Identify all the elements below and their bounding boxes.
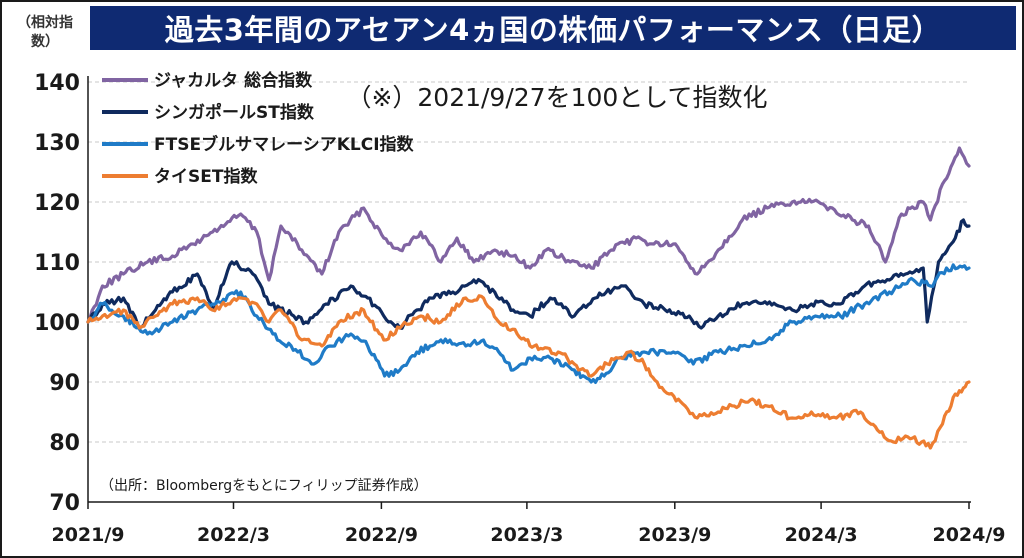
legend-label-thailand-set: タイSET指数 bbox=[154, 166, 258, 187]
x-tick-label: 2022/3 bbox=[197, 524, 270, 546]
legend-label-ftse-klci: FTSEブルサマレーシアKLCI指数 bbox=[154, 134, 415, 155]
y-axis-unit-text: （相対指数） bbox=[17, 15, 73, 50]
y-tick-label: 100 bbox=[34, 311, 80, 336]
y-axis-ticks: 70 80 90 100 110 120 130 140 bbox=[34, 71, 80, 516]
x-tick-label: 2023/9 bbox=[638, 524, 711, 546]
y-tick-label: 80 bbox=[49, 431, 80, 456]
series-line-ftse-klci bbox=[86, 263, 971, 384]
x-tick-label: 2023/3 bbox=[490, 524, 563, 546]
y-tick-label: 140 bbox=[34, 71, 80, 96]
x-tick-label: 2024/9 bbox=[932, 524, 1005, 546]
x-tick-label: 2021/9 bbox=[51, 524, 124, 546]
x-tick-label: 2024/3 bbox=[785, 524, 858, 546]
y-tick-label: 120 bbox=[34, 191, 80, 216]
source-note: （出所：Bloombergをもとにフィリップ証券作成） bbox=[100, 478, 428, 494]
legend-label-jakarta-composite: ジャカルタ 総合指数 bbox=[154, 70, 313, 91]
y-tick-label: 70 bbox=[49, 491, 80, 516]
y-tick-label: 90 bbox=[49, 371, 80, 396]
legend-label-singapore-sti: シンガポールST指数 bbox=[154, 102, 315, 123]
y-tick-label: 110 bbox=[34, 251, 80, 276]
x-tick-label: 2022/9 bbox=[345, 524, 418, 546]
series-line-thailand-set bbox=[86, 294, 971, 450]
y-tick-label: 130 bbox=[34, 131, 80, 156]
y-axis-unit: （相対指数） bbox=[10, 14, 80, 52]
chart-title: 過去3年間のアセアン4ヵ国の株価パフォーマンス（日足） bbox=[90, 6, 1016, 50]
axes bbox=[87, 76, 971, 503]
series-line-singapore-sti bbox=[86, 218, 971, 330]
x-axis-ticks: 2021/9 2022/3 2022/9 2023/3 2023/9 2024/3 2024… bbox=[51, 502, 1006, 546]
series-line-jakarta-composite bbox=[86, 146, 971, 324]
index-note: （※）2021/9/27を100として指数化 bbox=[346, 83, 767, 112]
series-lines bbox=[86, 146, 971, 450]
